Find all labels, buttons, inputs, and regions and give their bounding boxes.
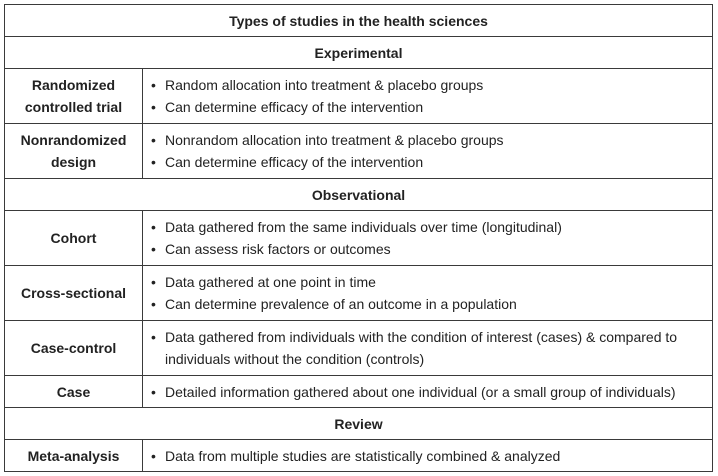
study-type-label: Randomized controlled trial (4, 68, 143, 124)
study-description: Random allocation into treatment & place… (142, 68, 713, 124)
table-row: Cohort Data gathered from the same indiv… (4, 210, 713, 266)
bullet-item: Nonrandom allocation into treatment & pl… (151, 129, 706, 151)
study-type-label: Meta-analysis (4, 439, 143, 472)
study-types-table: Types of studies in the health sciences … (4, 4, 713, 472)
study-type-label: Cohort (4, 210, 143, 266)
bullet-item: Can assess risk factors or outcomes (151, 238, 706, 260)
table-row: Case Detailed information gathered about… (4, 375, 713, 408)
study-description: Detailed information gathered about one … (142, 375, 713, 408)
bullet-item: Data gathered at one point in time (151, 271, 706, 293)
bullet-list: Nonrandom allocation into treatment & pl… (143, 129, 712, 173)
bullet-item: Random allocation into treatment & place… (151, 74, 706, 96)
bullet-list: Detailed information gathered about one … (143, 381, 712, 403)
table-row: Randomized controlled trial Random alloc… (4, 68, 713, 124)
study-description: Data gathered at one point in time Can d… (142, 265, 713, 321)
table-row: Nonrandomized design Nonrandom allocatio… (4, 123, 713, 179)
table-row: Case-control Data gathered from individu… (4, 320, 713, 376)
study-description: Data gathered from the same individuals … (142, 210, 713, 266)
bullet-item: Can determine efficacy of the interventi… (151, 151, 706, 173)
section-heading-experimental: Experimental (4, 36, 713, 69)
bullet-list: Data gathered at one point in time Can d… (143, 271, 712, 315)
table-title: Types of studies in the health sciences (4, 4, 713, 37)
study-description: Nonrandom allocation into treatment & pl… (142, 123, 713, 179)
section-row: Review (4, 407, 713, 440)
study-type-label: Case-control (4, 320, 143, 376)
study-type-label: Cross-sectional (4, 265, 143, 321)
bullet-item: Data gathered from individuals with the … (151, 326, 706, 370)
study-description: Data from multiple studies are statistic… (142, 439, 713, 472)
bullet-item: Data gathered from the same individuals … (151, 216, 706, 238)
section-row: Experimental (4, 36, 713, 69)
table-row: Meta-analysis Data from multiple studies… (4, 439, 713, 472)
bullet-list: Data gathered from individuals with the … (143, 326, 712, 370)
bullet-item: Can determine prevalence of an outcome i… (151, 293, 706, 315)
bullet-list: Data gathered from the same individuals … (143, 216, 712, 260)
study-description: Data gathered from individuals with the … (142, 320, 713, 376)
section-row: Observational (4, 178, 713, 211)
bullet-list: Random allocation into treatment & place… (143, 74, 712, 118)
section-heading-review: Review (4, 407, 713, 440)
bullet-item: Data from multiple studies are statistic… (151, 445, 706, 467)
bullet-item: Can determine efficacy of the interventi… (151, 96, 706, 118)
bullet-item: Detailed information gathered about one … (151, 381, 706, 403)
table-row: Cross-sectional Data gathered at one poi… (4, 265, 713, 321)
title-row: Types of studies in the health sciences (4, 4, 713, 37)
bullet-list: Data from multiple studies are statistic… (143, 445, 712, 467)
section-heading-observational: Observational (4, 178, 713, 211)
study-type-label: Case (4, 375, 143, 408)
study-type-label: Nonrandomized design (4, 123, 143, 179)
